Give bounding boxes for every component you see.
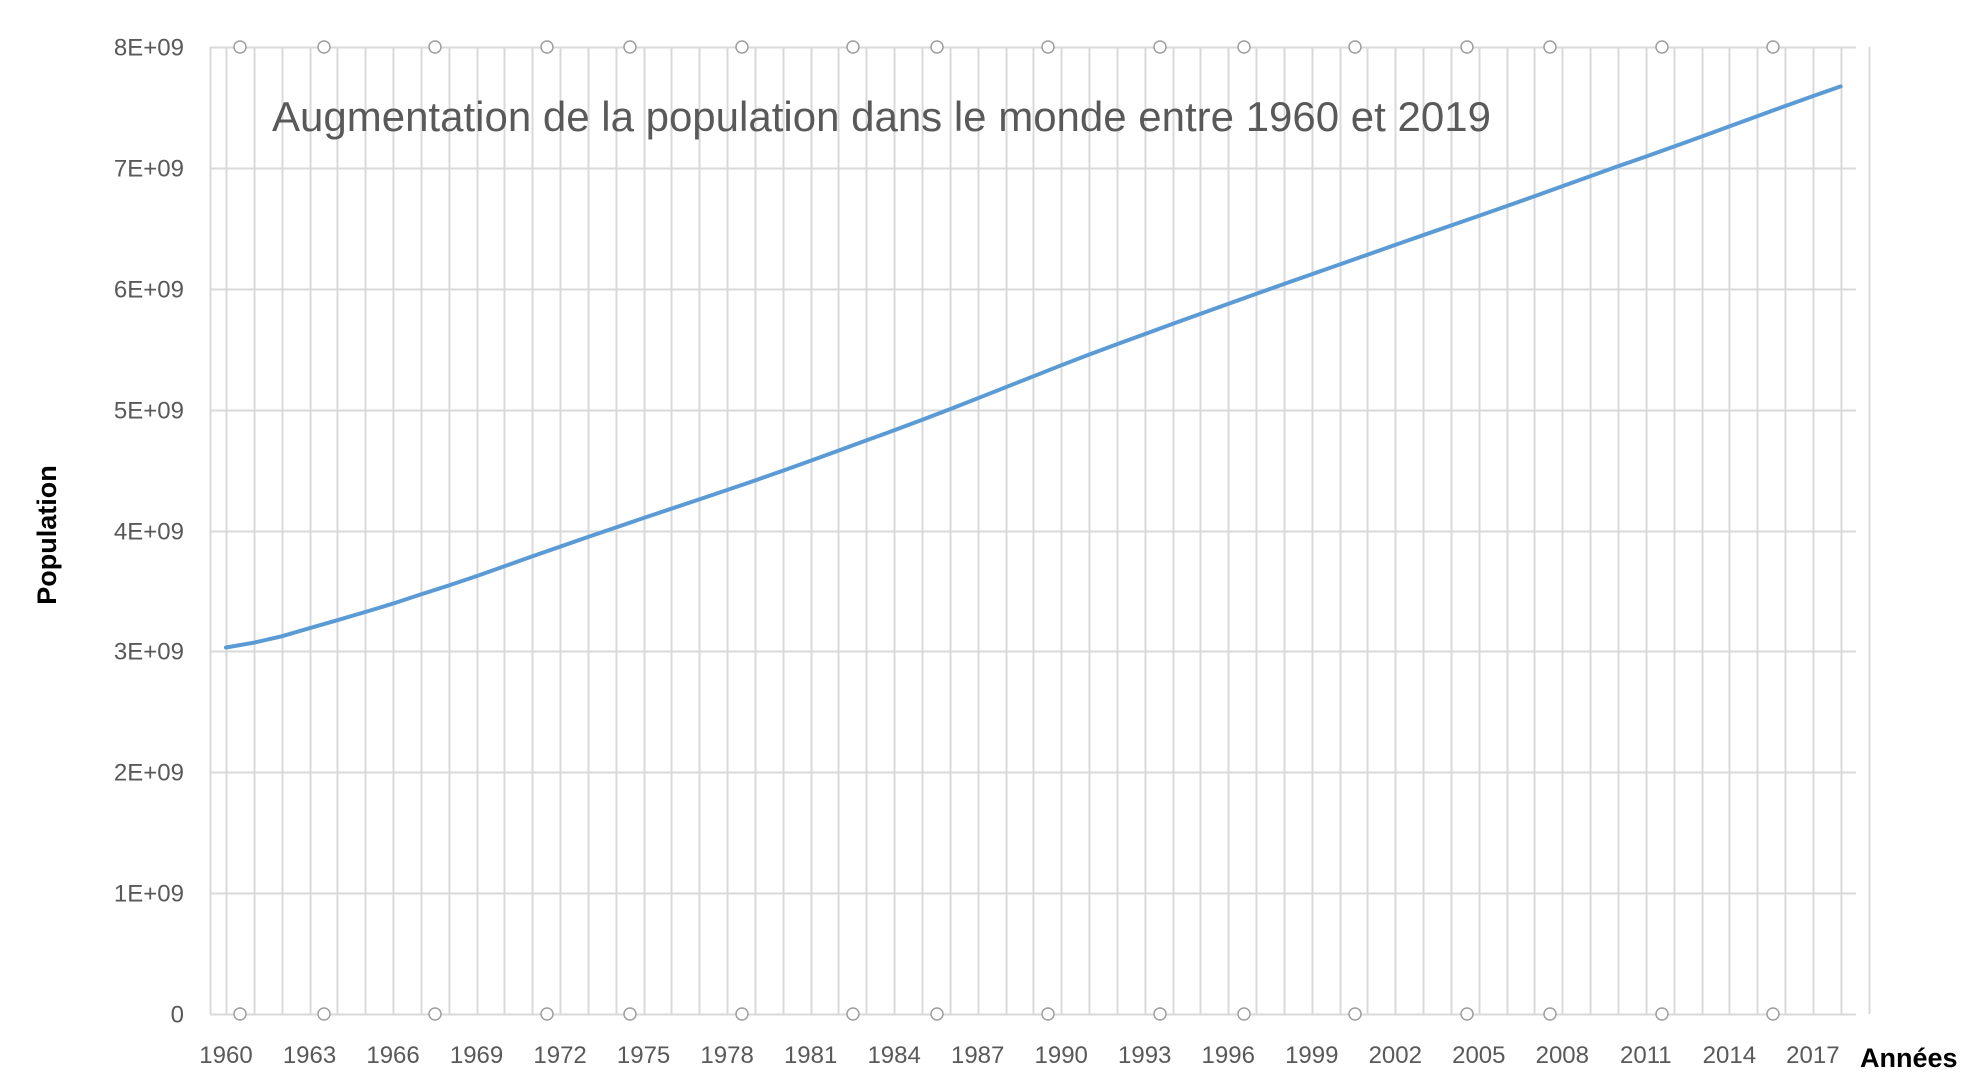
selection-handle[interactable] [1153,1007,1167,1021]
x-tick-label: 1987 [951,1042,1004,1069]
selection-handle[interactable] [1655,1007,1669,1021]
series-layer [224,84,1843,650]
x-tick-label: 2002 [1369,1042,1422,1069]
selection-handle[interactable] [1237,1007,1251,1021]
selection-handle[interactable] [317,40,331,54]
selection-handle[interactable] [846,1007,860,1021]
x-tick-label: 1990 [1035,1042,1088,1069]
x-tick-label: 2011 [1620,1042,1672,1069]
y-tick-label: 8E+09 [114,35,184,62]
y-axis-title: Population [32,465,62,604]
x-tick-label: 1972 [533,1042,586,1069]
x-tick-label: 1996 [1202,1042,1255,1069]
selection-handle[interactable] [1237,40,1251,54]
y-tick-label: 1E+09 [114,881,184,908]
x-tick-label: 1978 [700,1042,753,1069]
selection-handle[interactable] [1348,40,1362,54]
selection-handle[interactable] [1766,1007,1780,1021]
selection-handle[interactable] [846,40,860,54]
selection-handle[interactable] [735,40,749,54]
selection-handle[interactable] [1041,40,1055,54]
selection-handle[interactable] [428,1007,442,1021]
x-tick-label: 1981 [784,1042,837,1069]
selection-handle[interactable] [1655,40,1669,54]
x-tick-label: 1984 [867,1042,920,1069]
selection-handle[interactable] [735,1007,749,1021]
selection-handle[interactable] [317,1007,331,1021]
selection-handle[interactable] [1348,1007,1362,1021]
selection-handle[interactable] [1543,1007,1557,1021]
gridlines [209,46,1871,1016]
selection-handle[interactable] [540,40,554,54]
x-axis-title: Années [1860,1043,1958,1073]
x-tick-label: 1969 [450,1042,503,1069]
selection-handle[interactable] [1460,40,1474,54]
selection-handle[interactable] [1460,1007,1474,1021]
selection-handle[interactable] [233,40,247,54]
series-line-population [224,84,1843,650]
y-tick-label: 5E+09 [114,398,184,425]
y-tick-label: 7E+09 [114,156,184,183]
y-tick-label: 2E+09 [114,760,184,787]
selection-handle[interactable] [428,40,442,54]
x-tick-label: 1966 [366,1042,419,1069]
x-tick-label: 1975 [617,1042,670,1069]
chart-title: Augmentation de la population dans le mo… [272,93,1491,140]
selection-handle[interactable] [930,40,944,54]
y-tick-label: 6E+09 [114,277,184,304]
selection-handle[interactable] [1543,40,1557,54]
y-tick-label: 3E+09 [114,639,184,666]
x-tick-label: 1993 [1118,1042,1171,1069]
x-tick-label: 2008 [1536,1042,1589,1069]
x-tick-label: 1960 [199,1042,252,1069]
selection-handle[interactable] [233,1007,247,1021]
x-tick-label: 2017 [1786,1042,1839,1069]
selection-handle[interactable] [540,1007,554,1021]
selection-handle[interactable] [1153,40,1167,54]
x-tick-label: 2014 [1703,1042,1756,1069]
y-tick-label: 0 [171,1002,184,1029]
x-tick-label: 1999 [1285,1042,1338,1069]
x-axis-ticks: 1960 1963 1966 1969 1972 1975 1978 1981 1984 1987… [199,1042,1839,1069]
selection-handle[interactable] [1766,40,1780,54]
selection-handle[interactable] [623,40,637,54]
selection-handle[interactable] [623,1007,637,1021]
y-tick-label: 4E+09 [114,519,184,546]
selection-handles [233,40,1780,1021]
y-axis-ticks: 0 1E+09 2E+09 3E+09 4E+09 5E+09 6E+09 7E+09 8E+0… [114,35,184,1029]
x-tick-label: 1963 [283,1042,336,1069]
selection-handle[interactable] [1041,1007,1055,1021]
x-tick-label: 2005 [1452,1042,1505,1069]
selection-handle[interactable] [930,1007,944,1021]
